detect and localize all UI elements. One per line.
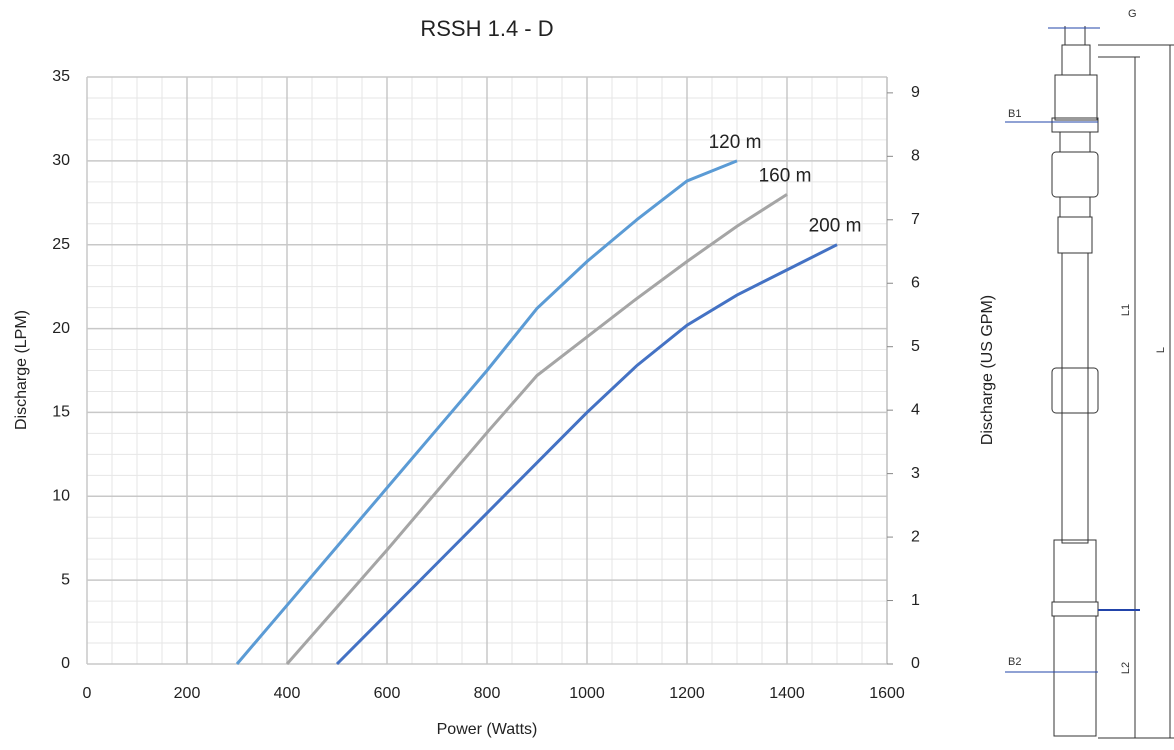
y-axis-title: Discharge (LPM) bbox=[13, 310, 30, 430]
pump-top bbox=[1061, 44, 1091, 76]
pump-inlet bbox=[1053, 539, 1097, 603]
y-tick-label: 5 bbox=[61, 571, 70, 588]
x-tick-label: 1600 bbox=[869, 685, 905, 702]
y2-tick-label: 2 bbox=[911, 528, 920, 545]
pump-head bbox=[1054, 74, 1098, 121]
y2-tick-label: 3 bbox=[911, 465, 920, 482]
series-line bbox=[235, 159, 738, 665]
y2-tick-label: 1 bbox=[911, 592, 920, 609]
chart-title: RSSH 1.4 - D bbox=[420, 16, 553, 41]
pump-collar bbox=[1051, 601, 1099, 617]
pump-body bbox=[1057, 216, 1093, 254]
dim-label: G bbox=[1128, 8, 1137, 20]
dim-label: L bbox=[1155, 347, 1167, 353]
y2-tick-label: 9 bbox=[911, 84, 920, 101]
x-axis-title: Power (Watts) bbox=[437, 721, 538, 738]
y-tick-label: 10 bbox=[52, 488, 70, 505]
x-tick-label: 600 bbox=[374, 685, 401, 702]
x-tick-label: 0 bbox=[83, 685, 92, 702]
y2-tick-label: 7 bbox=[911, 211, 920, 228]
y-tick-label: 30 bbox=[52, 152, 70, 169]
x-tick-label: 400 bbox=[274, 685, 301, 702]
x-tick-label: 1200 bbox=[669, 685, 705, 702]
x-tick-label: 1400 bbox=[769, 685, 805, 702]
pump-tube bbox=[1061, 252, 1089, 544]
dim-label: B1 bbox=[1008, 108, 1021, 120]
series-line bbox=[335, 243, 838, 666]
y2-tick-label: 5 bbox=[911, 338, 920, 355]
series-line bbox=[285, 193, 788, 665]
y-tick-label: 35 bbox=[52, 68, 70, 85]
series-label: 160 m bbox=[759, 165, 812, 186]
pump-neck bbox=[1059, 131, 1091, 153]
y2-tick-label: 8 bbox=[911, 148, 920, 165]
y-tick-label: 0 bbox=[61, 655, 70, 672]
dim-label: B2 bbox=[1008, 656, 1021, 668]
series-label: 120 m bbox=[709, 132, 762, 153]
y-tick-label: 15 bbox=[52, 404, 70, 421]
series-label: 200 m bbox=[809, 216, 862, 237]
plot: 0 200 400 600 800 1000 1200 1400 160005101520253… bbox=[52, 68, 920, 702]
pump-stage bbox=[1051, 367, 1099, 414]
y2-axis-title: Discharge (US GPM) bbox=[979, 295, 996, 445]
x-tick-label: 200 bbox=[174, 685, 201, 702]
y-tick-label: 25 bbox=[52, 236, 70, 253]
dim-label: L2 bbox=[1120, 662, 1132, 674]
pump-diagram bbox=[1005, 26, 1174, 739]
y-tick-label: 20 bbox=[52, 320, 70, 337]
y2-tick-label: 0 bbox=[911, 655, 920, 672]
dim-label: L1 bbox=[1120, 304, 1132, 316]
y2-tick-label: 4 bbox=[911, 401, 920, 418]
pump-neck bbox=[1059, 196, 1091, 218]
pump-stage bbox=[1051, 151, 1099, 198]
x-tick-label: 1000 bbox=[569, 685, 605, 702]
motor bbox=[1053, 615, 1097, 737]
y2-tick-label: 6 bbox=[911, 274, 920, 291]
x-tick-label: 800 bbox=[474, 685, 501, 702]
